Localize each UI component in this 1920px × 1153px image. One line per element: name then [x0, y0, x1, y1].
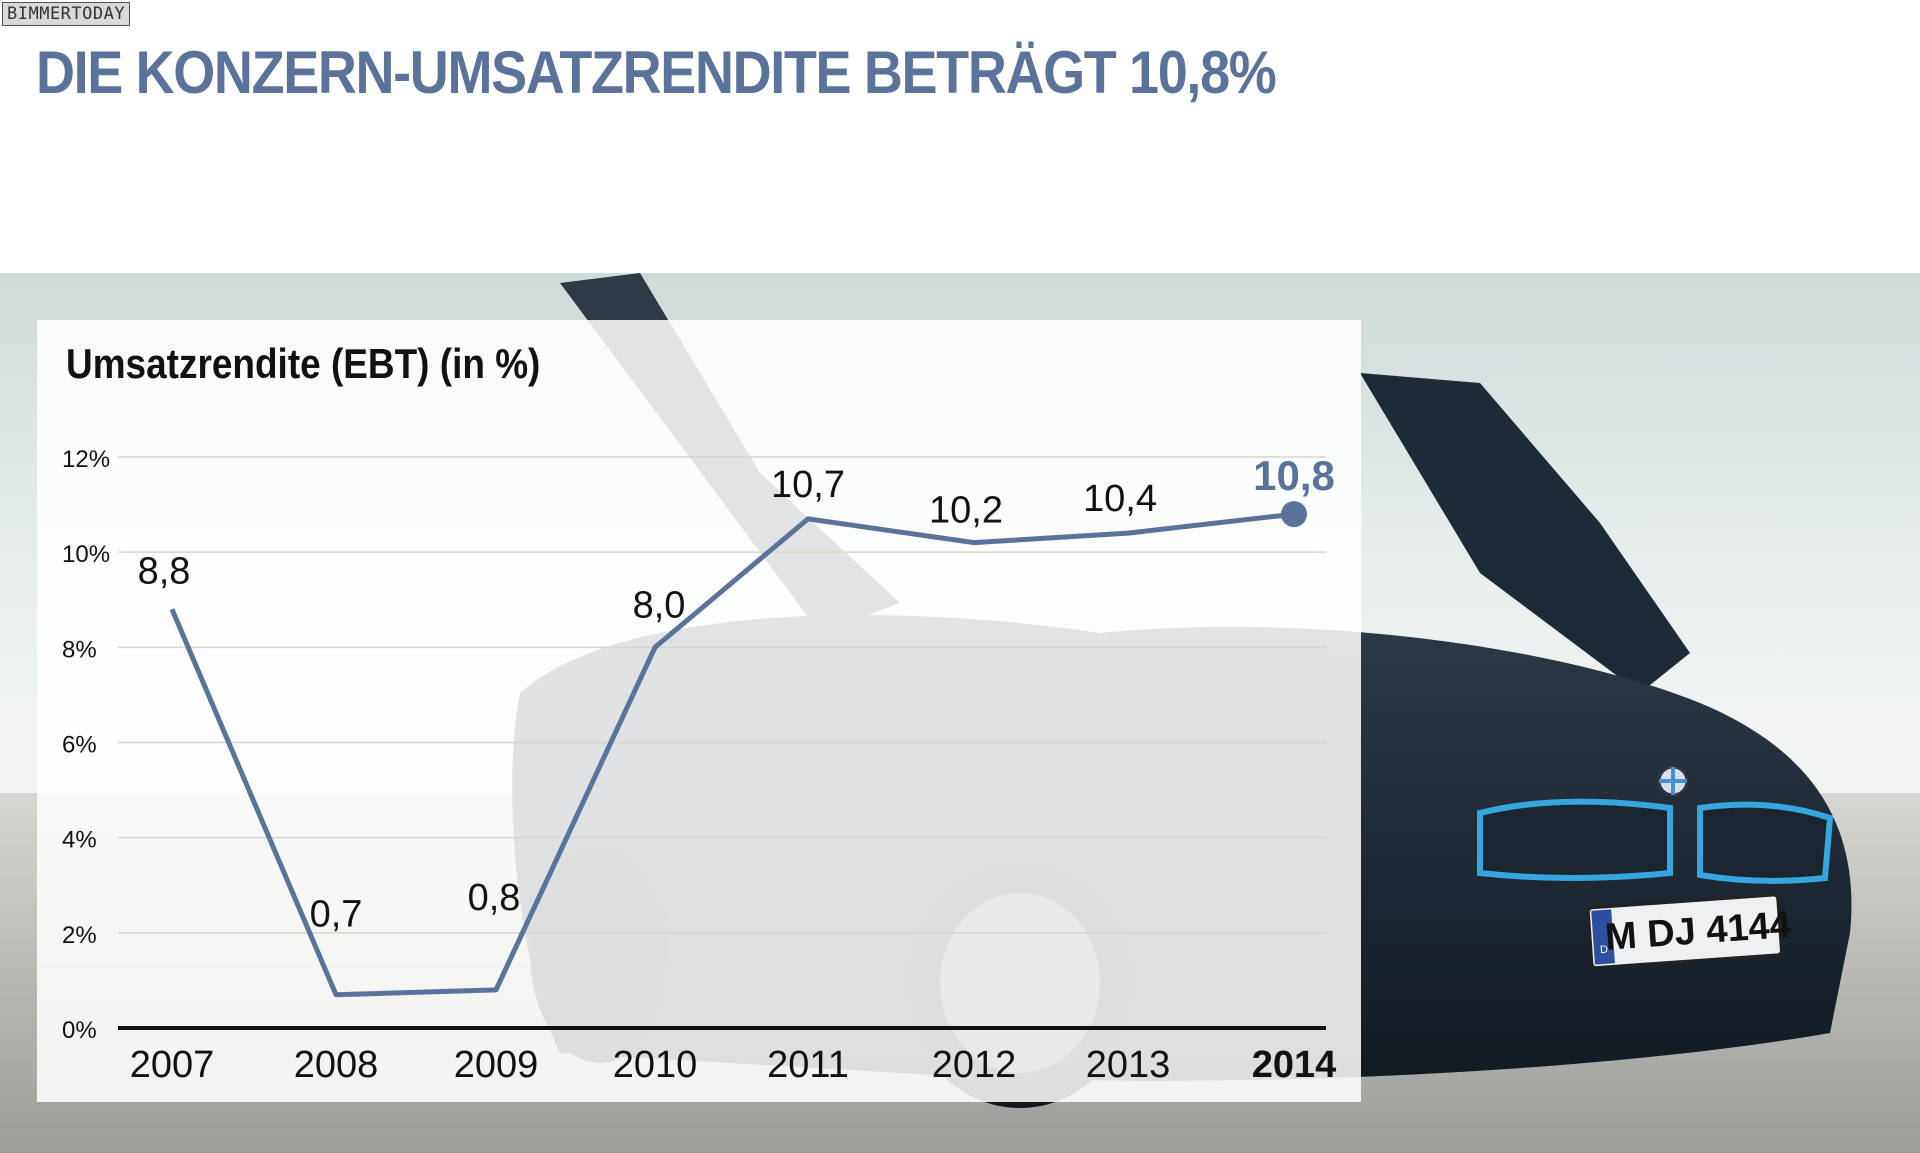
x-tick-label: 2013 [1086, 1044, 1171, 1086]
y-tick-label: 8% [62, 636, 97, 663]
chart-title-unit: (in %) [439, 340, 541, 387]
x-tick-label: 2008 [294, 1044, 379, 1086]
data-label: 10,2 [929, 490, 1003, 532]
license-plate [1586, 893, 1783, 970]
y-tick-label: 0% [62, 1017, 97, 1044]
data-label: 10,8 [1253, 452, 1335, 499]
chart-title-main: Umsatzrendite (EBT) [66, 340, 430, 387]
x-tick-label: 2007 [130, 1044, 215, 1086]
data-label: 8,0 [633, 584, 686, 626]
series-line [169, 511, 1295, 998]
y-tick-label: 12% [62, 446, 110, 473]
x-tick-label: 2011 [767, 1044, 849, 1086]
y-tick-label: 4% [62, 827, 97, 854]
data-label: 10,7 [771, 464, 845, 506]
door-right [1360, 373, 1690, 693]
x-tick-label: 2014 [1252, 1044, 1337, 1086]
kidney-grille-left [1477, 798, 1673, 881]
data-label: 0,7 [310, 894, 363, 936]
data-label: 8,8 [138, 550, 191, 592]
watermark: BIMMERTODAY [2, 2, 131, 26]
plate-country: D [1600, 944, 1609, 957]
chart-title: Umsatzrendite (EBT) (in %) [66, 340, 540, 388]
y-tick-label: 6% [62, 732, 97, 759]
data-label: 0,8 [468, 877, 521, 919]
kidney-grille-right [1697, 801, 1834, 884]
data-label: 10,4 [1083, 478, 1157, 520]
highlight-point [1281, 501, 1307, 528]
y-tick-label: 10% [62, 541, 110, 568]
x-tick-label: 2010 [613, 1044, 698, 1086]
y-tick-label: 2% [62, 922, 97, 949]
x-tick-label: 2012 [932, 1044, 1017, 1086]
chart-panel [37, 320, 1361, 1102]
headline: DIE KONZERN-UMSATZRENDITE BETRÄGT 10,8% [36, 39, 1277, 106]
x-tick-label: 2009 [454, 1044, 539, 1086]
